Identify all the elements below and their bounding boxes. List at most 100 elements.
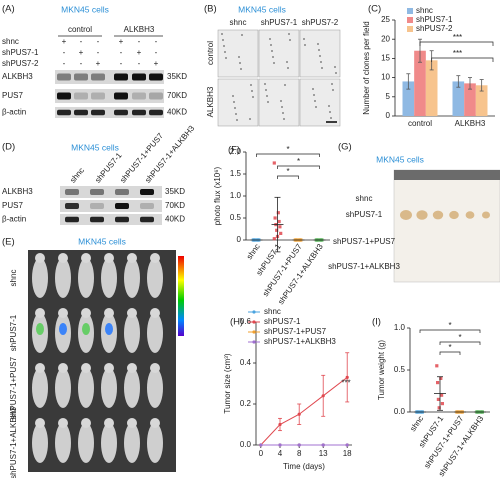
blot-band <box>74 109 88 116</box>
y-axis-label: Number of clones per field <box>362 21 371 114</box>
colony <box>330 117 332 119</box>
legend-label: shPUS7-1+PUS7 <box>264 327 327 336</box>
colony <box>318 49 320 51</box>
colony <box>284 84 286 86</box>
blot-band <box>65 216 79 223</box>
treatment-mark: - <box>138 37 141 46</box>
significance: * <box>286 145 289 154</box>
mouse <box>101 368 117 408</box>
data-point <box>276 211 280 215</box>
colony-image <box>299 78 341 127</box>
mouse <box>147 423 163 463</box>
series-point <box>321 443 325 447</box>
blot-band <box>90 203 104 209</box>
row-label: shnc <box>356 194 373 203</box>
colony <box>328 105 330 107</box>
blot-band <box>132 92 146 100</box>
bar <box>452 81 465 116</box>
data-point <box>278 225 282 229</box>
y-tick-label: 0.6 <box>240 317 252 326</box>
row-label: shPUS7-1+PUS7 <box>333 237 396 246</box>
data-point <box>440 402 444 406</box>
colony <box>289 39 291 41</box>
blot-band <box>114 73 128 81</box>
blot-size: 70KD <box>165 201 185 210</box>
bar <box>402 81 415 116</box>
y-tick-label: 0.5 <box>230 213 242 222</box>
colony <box>221 33 223 35</box>
y-tick-label: 5 <box>386 92 391 101</box>
mouse-head <box>81 308 91 318</box>
mouse-head <box>81 253 91 263</box>
column-label: shPUS7-1 <box>261 18 298 27</box>
bracket <box>419 329 481 333</box>
data-point <box>279 231 283 235</box>
colony <box>280 100 282 102</box>
luminescence <box>82 323 90 335</box>
treatment-mark: + <box>119 37 124 46</box>
blot-size: 40KD <box>165 215 185 224</box>
bar <box>464 83 476 116</box>
blot-label: ALKBH3 <box>2 72 33 81</box>
significance: * <box>448 321 451 330</box>
blot-band <box>140 203 154 209</box>
bracket <box>277 165 320 169</box>
y-axis-label: Tumor weight (g) <box>377 340 386 401</box>
blot-band <box>90 189 104 195</box>
blot-size: 40KD <box>167 108 187 117</box>
treatment-mark: + <box>79 48 84 57</box>
y-tick-label: 15 <box>381 54 390 63</box>
tumor <box>449 210 459 220</box>
error-bar <box>468 77 472 90</box>
mouse-head <box>127 418 137 428</box>
colony <box>241 34 243 36</box>
tumor-photo <box>393 169 500 283</box>
treatment-mark: - <box>155 48 158 57</box>
blot-label: PUS7 <box>2 201 23 210</box>
blot-band <box>91 73 105 81</box>
blot-band <box>115 216 129 223</box>
mouse-head <box>81 363 91 373</box>
colony-image <box>217 29 259 78</box>
series-point <box>345 443 349 447</box>
legend-label: shPUS7-1+ALKBH3 <box>264 337 336 346</box>
bracket <box>419 41 494 46</box>
blot-band <box>115 189 129 195</box>
colony <box>287 67 289 69</box>
mouse <box>55 258 71 298</box>
error-bar <box>406 73 411 90</box>
treatment-mark: - <box>63 48 66 57</box>
legend-label: shPUS7-2 <box>416 24 453 33</box>
mouse-head <box>58 418 68 428</box>
bar <box>414 50 426 116</box>
blot-band <box>114 109 128 116</box>
treatment-mark: - <box>80 37 83 46</box>
tumor <box>400 210 412 220</box>
y-tick-label: 0 <box>237 235 242 244</box>
mouse-head <box>150 253 160 263</box>
treatment-mark: - <box>97 48 100 57</box>
panel-title: MKN45 cells <box>238 4 286 14</box>
treatment-mark: - <box>155 37 158 46</box>
bar <box>425 60 438 116</box>
bracket <box>439 341 481 345</box>
luminescence <box>105 323 113 335</box>
error-bar <box>479 79 484 92</box>
row-label: shPUS7-1+ALKBH3 <box>9 407 18 478</box>
tumor <box>465 211 475 219</box>
legend-label: shnc <box>264 307 281 316</box>
colony <box>224 51 226 53</box>
series-point <box>278 443 282 447</box>
blot-band <box>149 73 163 81</box>
blot-band <box>140 189 154 195</box>
blot-strip <box>55 70 164 84</box>
panel-label: (B) <box>204 4 217 15</box>
row-label: shPUS7-1+ALKBH3 <box>328 262 400 271</box>
colony <box>238 56 240 58</box>
colony <box>314 100 316 102</box>
series-point <box>321 394 325 398</box>
mouse-head <box>35 363 45 373</box>
panel-label: (F) <box>228 145 240 156</box>
colony <box>250 84 252 86</box>
blot-band <box>90 216 104 223</box>
